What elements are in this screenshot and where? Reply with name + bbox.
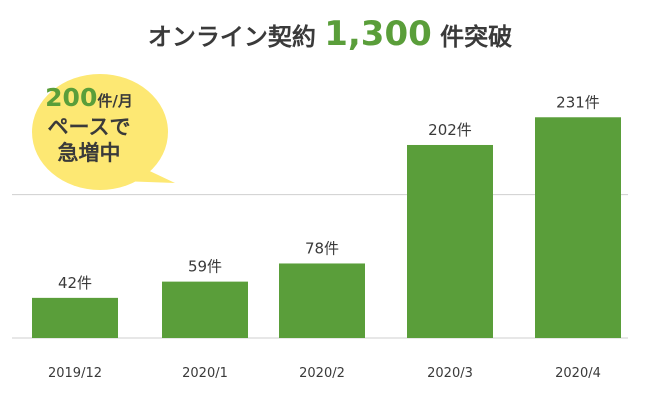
- callout-per: /月: [112, 92, 133, 110]
- bar-2020-2: [279, 263, 365, 338]
- data-label: 231件: [556, 93, 600, 111]
- title-suffix: 件突破: [440, 23, 513, 51]
- data-label: 202件: [428, 121, 472, 139]
- x-tick-label: 2020/4: [555, 366, 601, 381]
- bar-2020-3: [407, 144, 493, 338]
- callout-rate-unit: 件: [97, 92, 113, 110]
- data-label: 59件: [188, 258, 222, 276]
- title-prefix: オンライン契約: [147, 23, 316, 51]
- data-label: 78件: [305, 239, 339, 257]
- bar-2020-4: [535, 117, 621, 339]
- chart-title: オンライン契約 1,300 件突破: [0, 14, 660, 54]
- title-count: 1,300: [324, 14, 432, 54]
- x-tick-label: 2020/2: [299, 366, 345, 381]
- bars-group: 42件 2019/12 59件 2020/1 78件 2020/2 202件 2020/3 23…: [32, 93, 621, 381]
- x-tick-label: 2020/3: [427, 366, 473, 381]
- speech-bubble-shape: [32, 74, 175, 190]
- callout-rate: 200: [45, 83, 98, 112]
- x-tick-label: 2020/1: [182, 366, 228, 381]
- callout-line-1: 200件/月: [30, 85, 148, 114]
- callout-line-2: ペースで: [47, 115, 131, 139]
- callout-line-3: 急増中: [57, 141, 121, 165]
- bar-2020-1: [162, 281, 248, 338]
- x-tick-label: 2019/12: [48, 366, 102, 381]
- callout-text: 200件/月 ペースで 急増中: [30, 85, 148, 166]
- data-label: 42件: [58, 274, 92, 292]
- bar-2019-12: [32, 297, 118, 338]
